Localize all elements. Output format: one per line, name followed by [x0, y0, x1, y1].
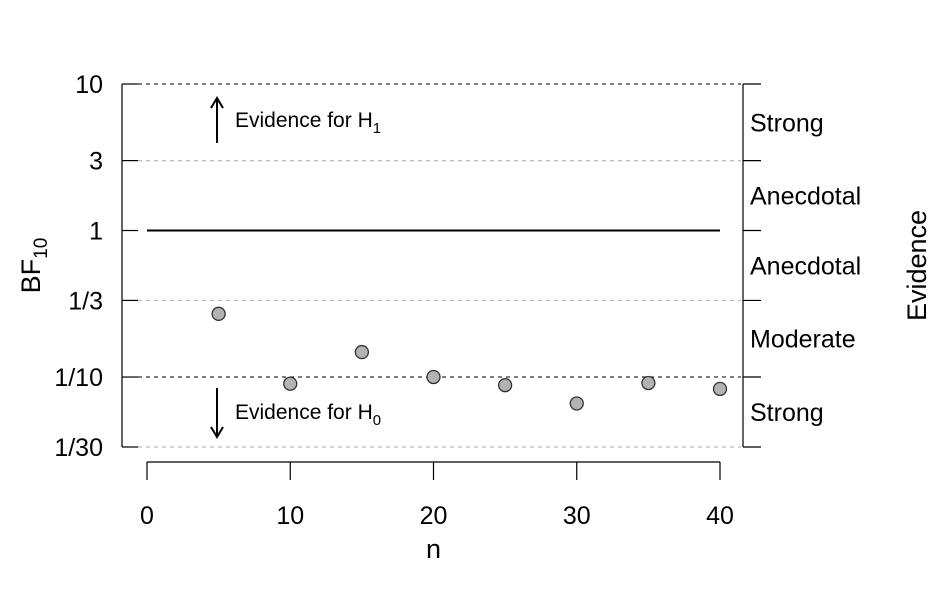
arrow-up-head-icon	[210, 96, 224, 109]
data-point	[354, 344, 370, 360]
x-tick-label: 40	[706, 502, 734, 530]
evidence-band-label-4: Strong	[750, 399, 824, 427]
data-points	[211, 306, 728, 411]
data-point	[712, 381, 728, 397]
y-tick-label: 3	[89, 148, 103, 176]
x-tick-label: 20	[420, 502, 448, 530]
evidence-bands: Strong Anecdotal Anecdotal Moderate Strong	[750, 109, 861, 427]
annotation-h1-text: Evidence for H1	[235, 109, 381, 137]
y-ticks: 10 3 1 1/3 1/10 1/30	[54, 71, 761, 462]
evidence-band-label-3: Moderate	[750, 326, 856, 354]
x-tick-label: 10	[276, 502, 304, 530]
y-tick-label: 10	[75, 71, 103, 99]
y-axis-title: BF10	[16, 238, 52, 294]
arrow-down-head-icon	[210, 426, 224, 439]
x-axis-title: n	[426, 534, 441, 564]
annotation-h0: Evidence for H0	[210, 388, 381, 439]
data-point	[426, 369, 441, 385]
data-point	[641, 375, 656, 391]
gridlines	[138, 83, 741, 448]
y-tick-label: 1/30	[54, 434, 103, 462]
evidence-band-label-1: Anecdotal	[750, 183, 861, 211]
evidence-band-label-0: Strong	[750, 109, 824, 137]
y-tick-label: 1/10	[54, 364, 103, 392]
x-tick-label: 30	[563, 502, 591, 530]
x-tick-label: 0	[140, 502, 154, 530]
y-tick-label: 1/3	[68, 287, 103, 315]
x-ticks: 0 10 20 30 40	[140, 462, 734, 530]
data-point	[211, 306, 226, 321]
y-tick-label: 1	[89, 218, 103, 246]
evidence-band-label-2: Anecdotal	[750, 252, 861, 280]
right-axis-title: Evidence	[902, 210, 932, 321]
data-point	[497, 378, 513, 393]
data-point	[569, 396, 584, 411]
annotation-h0-text: Evidence for H0	[235, 401, 381, 429]
data-point	[283, 376, 298, 391]
annotation-h1: Evidence for H1	[210, 96, 381, 143]
